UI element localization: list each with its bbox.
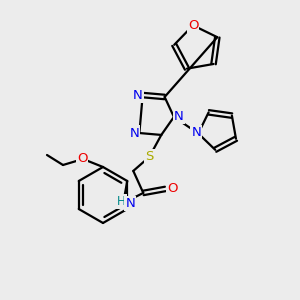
Text: N: N — [130, 127, 139, 140]
Text: H: H — [117, 195, 126, 208]
Text: N: N — [191, 126, 201, 139]
Text: N: N — [174, 110, 184, 123]
Text: O: O — [167, 182, 178, 195]
Text: S: S — [145, 150, 154, 164]
Text: N: N — [133, 88, 142, 102]
Text: O: O — [188, 19, 198, 32]
Text: N: N — [125, 197, 135, 210]
Text: O: O — [77, 152, 87, 164]
